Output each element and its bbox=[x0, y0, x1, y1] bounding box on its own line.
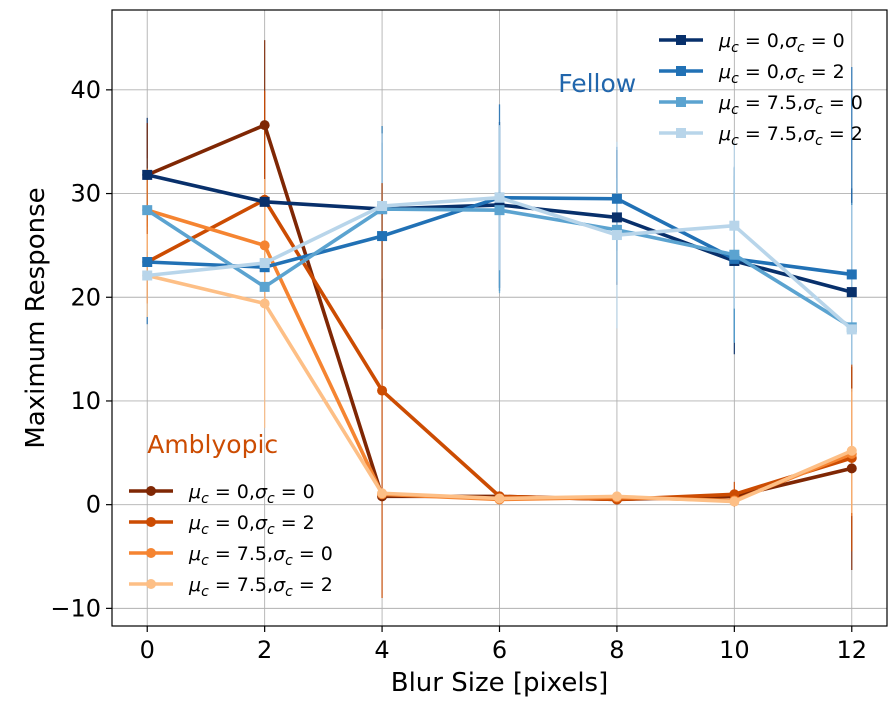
data-point bbox=[846, 445, 857, 456]
x-tick-label: 2 bbox=[257, 636, 272, 664]
legend-marker bbox=[146, 486, 156, 496]
data-point bbox=[142, 169, 153, 180]
data-point bbox=[611, 224, 622, 235]
data-point bbox=[377, 488, 388, 499]
x-tick-label: 4 bbox=[374, 636, 389, 664]
y-tick-label: 30 bbox=[70, 180, 101, 208]
data-point bbox=[494, 493, 505, 504]
data-point bbox=[846, 463, 857, 474]
x-axis-label: Blur Size [pixels] bbox=[391, 668, 609, 698]
data-point bbox=[259, 258, 270, 269]
legend-item: μc = 7.5,σc = 0 bbox=[129, 543, 333, 569]
legend-item: μc = 7.5,σc = 2 bbox=[129, 574, 333, 600]
legend-label: μc = 7.5,σc = 0 bbox=[718, 92, 863, 118]
legend-label: μc = 0,σc = 0 bbox=[188, 481, 315, 507]
data-point bbox=[142, 205, 153, 216]
data-point bbox=[259, 120, 270, 131]
legend-item: μc = 0,σc = 0 bbox=[129, 481, 315, 507]
legend-label: μc = 0,σc = 2 bbox=[188, 512, 315, 538]
data-point bbox=[846, 287, 857, 298]
data-point bbox=[729, 249, 740, 260]
y-tick-label: 10 bbox=[70, 387, 101, 415]
legend-item: μc = 7.5,σc = 0 bbox=[659, 92, 863, 118]
legend-item: μc = 7.5,σc = 2 bbox=[659, 123, 863, 149]
data-point bbox=[729, 220, 740, 231]
legend-item: μc = 0,σc = 2 bbox=[129, 512, 315, 538]
data-point bbox=[611, 193, 622, 204]
legend-marker bbox=[676, 66, 686, 76]
legend-label: μc = 0,σc = 0 bbox=[718, 30, 845, 56]
legend-label: μc = 0,σc = 2 bbox=[718, 61, 845, 87]
legend-amblyopic: μc = 0,σc = 0 μc = 0,σc = 2 μc = 7.5,σc = … bbox=[129, 481, 333, 600]
fellow-annotation: Fellow bbox=[558, 69, 636, 98]
data-point bbox=[142, 257, 153, 267]
data-point bbox=[377, 201, 388, 211]
legend-item: μc = 0,σc = 0 bbox=[659, 30, 845, 56]
data-point bbox=[377, 385, 388, 396]
data-point bbox=[494, 205, 505, 216]
legend-marker bbox=[676, 97, 686, 107]
legend-marker bbox=[146, 548, 156, 558]
legend-marker bbox=[676, 35, 686, 45]
legend-marker bbox=[676, 128, 686, 138]
x-tick-label: 8 bbox=[609, 636, 624, 664]
data-point bbox=[611, 212, 622, 223]
y-tick-label: 20 bbox=[70, 283, 101, 311]
legend-marker bbox=[146, 517, 156, 527]
x-tick-label: 0 bbox=[140, 636, 155, 664]
y-axis-label: Maximum Response bbox=[21, 187, 51, 448]
y-tick-label: 40 bbox=[70, 76, 101, 104]
legend-item: μc = 0,σc = 2 bbox=[659, 61, 845, 87]
data-point bbox=[494, 199, 505, 210]
y-tick-label: 0 bbox=[86, 491, 101, 519]
legend-fellow: μc = 0,σc = 0 μc = 0,σc = 2 μc = 7.5,σc = … bbox=[659, 30, 863, 149]
data-point bbox=[729, 496, 740, 507]
legend-marker bbox=[146, 579, 156, 589]
y-tick-label: −10 bbox=[50, 594, 101, 622]
amblyopic-annotation: Amblyopic bbox=[147, 430, 278, 459]
data-point bbox=[142, 270, 153, 281]
legend-label: μc = 7.5,σc = 2 bbox=[188, 574, 333, 600]
data-point bbox=[611, 491, 622, 502]
data-point bbox=[259, 298, 270, 309]
data-point bbox=[377, 231, 388, 242]
data-point bbox=[259, 196, 270, 207]
legend-label: μc = 7.5,σc = 0 bbox=[188, 543, 333, 569]
data-point bbox=[259, 240, 270, 251]
x-tick-label: 12 bbox=[836, 636, 867, 664]
series-lines bbox=[142, 120, 857, 507]
data-point bbox=[611, 230, 622, 241]
data-point bbox=[846, 324, 857, 335]
x-tick-label: 6 bbox=[492, 636, 507, 664]
data-point bbox=[259, 281, 270, 292]
x-tick-label: 10 bbox=[719, 636, 750, 664]
data-point bbox=[846, 269, 857, 280]
axis-ticks: 0 2 4 6 8 10 12 −10 0 10 20 30 40 bbox=[50, 76, 867, 664]
legend-label: μc = 7.5,σc = 2 bbox=[718, 123, 863, 149]
data-point bbox=[494, 192, 505, 203]
